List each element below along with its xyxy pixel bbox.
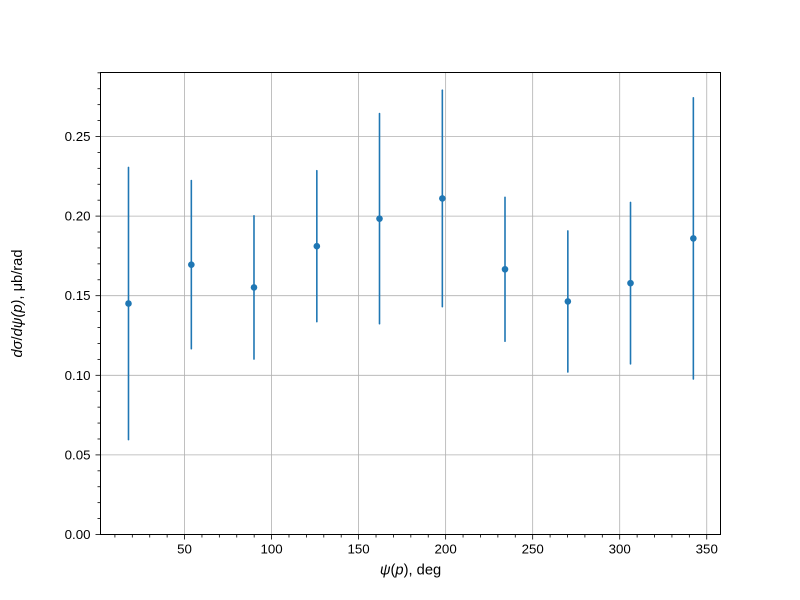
svg-text:150: 150: [348, 542, 370, 557]
svg-text:0.05: 0.05: [65, 447, 91, 462]
svg-text:50: 50: [177, 542, 192, 557]
svg-text:0.10: 0.10: [65, 368, 91, 383]
svg-text:350: 350: [696, 542, 718, 557]
svg-text:dσ/dψ(p), μb/rad: dσ/dψ(p), μb/rad: [10, 249, 26, 357]
svg-text:250: 250: [522, 542, 544, 557]
svg-text:100: 100: [260, 542, 282, 557]
svg-text:300: 300: [609, 542, 631, 557]
svg-text:0.00: 0.00: [65, 527, 91, 542]
svg-text:0.15: 0.15: [65, 288, 91, 303]
svg-text:0.25: 0.25: [65, 129, 91, 144]
svg-text:ψ(p), deg: ψ(p), deg: [380, 563, 441, 579]
svg-text:0.20: 0.20: [65, 209, 91, 224]
svg-text:200: 200: [435, 542, 457, 557]
